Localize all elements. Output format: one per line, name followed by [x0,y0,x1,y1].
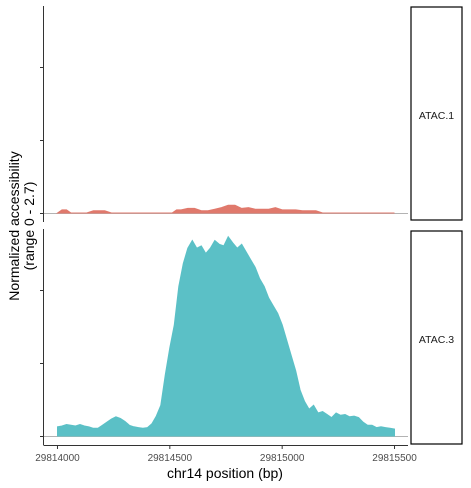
y-axis-title-line-1: Normalized accessibility [6,151,22,300]
strip-atac-3-label: ATAC.3 [419,334,454,346]
area-series-atac-3 [57,235,395,437]
area-series-atac-1 [55,204,395,214]
panel-atac-3: ATAC.3 [40,229,463,445]
strip-atac-3 [410,230,463,445]
panel-atac-3-y-ticks [40,290,44,437]
x-axis-ticks: 29814000 29814500 29815000 29815500 [35,445,417,464]
y-axis-title: Normalized accessibility (range 0 - 2.7) [6,151,37,300]
panel-atac-1: ATAC.1 [40,6,463,222]
x-tick-label-1: 29814500 [148,453,193,464]
x-axis-title: chr14 position (bp) [167,465,283,481]
x-tick-label-3: 29815500 [372,453,417,464]
strip-atac-1-label: ATAC.1 [419,110,454,122]
panel-atac-1-y-ticks [40,67,44,214]
x-tick-label-0: 29814000 [35,453,80,464]
strip-atac-1 [410,6,463,221]
x-tick-label-2: 29815000 [260,453,305,464]
y-axis-title-line-2: (range 0 - 2.7) [21,182,37,271]
